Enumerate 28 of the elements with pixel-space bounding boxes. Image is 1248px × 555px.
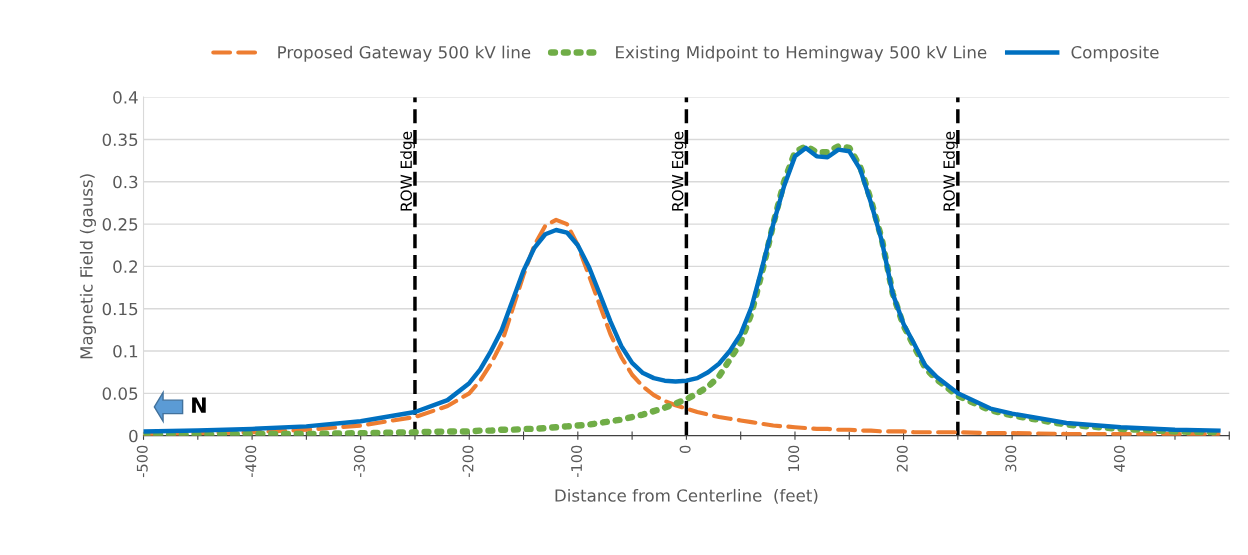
- x-tick-label: 200: [896, 445, 908, 472]
- ref-line-label: ROW Edge: [671, 131, 687, 211]
- y-axis-title: Magnetic Field (gauss): [79, 174, 96, 359]
- y-tick-label: 0.35: [102, 133, 138, 147]
- x-tick-label: 100: [788, 445, 800, 471]
- x-tick-label: 400: [1113, 445, 1125, 472]
- annotation: N: [192, 397, 206, 413]
- x-tick-label: -300: [353, 445, 365, 478]
- y-tick-label: 0.15: [102, 302, 138, 316]
- x-tick-label: -100: [571, 445, 583, 478]
- y-tick-label: 0.25: [102, 218, 138, 231]
- ref-line-label: ROW Edge: [400, 131, 415, 211]
- y-tick-label: 0.05: [102, 387, 138, 400]
- ref-line-label: ROW Edge: [943, 131, 958, 211]
- y-tick-label: 0.1: [113, 345, 138, 358]
- x-tick-label: -200: [462, 445, 474, 478]
- legend-label: Existing Midpoint to Hemingway 500 kV Line: [616, 45, 987, 62]
- legend-label: Composite: [1071, 45, 1159, 62]
- x-tick-label: -500: [136, 445, 148, 478]
- x-axis-title: Distance from Centerline (feet): [555, 488, 818, 504]
- legend-label: Proposed Gateway 500 kV line: [278, 45, 531, 62]
- y-tick-label: 0.2: [113, 260, 137, 273]
- x-tick-label: 0: [679, 445, 691, 454]
- y-tick-label: 0.3: [113, 175, 138, 189]
- x-tick-label: 300: [1005, 445, 1017, 472]
- y-tick-label: 0: [129, 429, 138, 443]
- x-tick-label: -400: [245, 445, 257, 478]
- y-tick-label: 0.4: [113, 91, 138, 104]
